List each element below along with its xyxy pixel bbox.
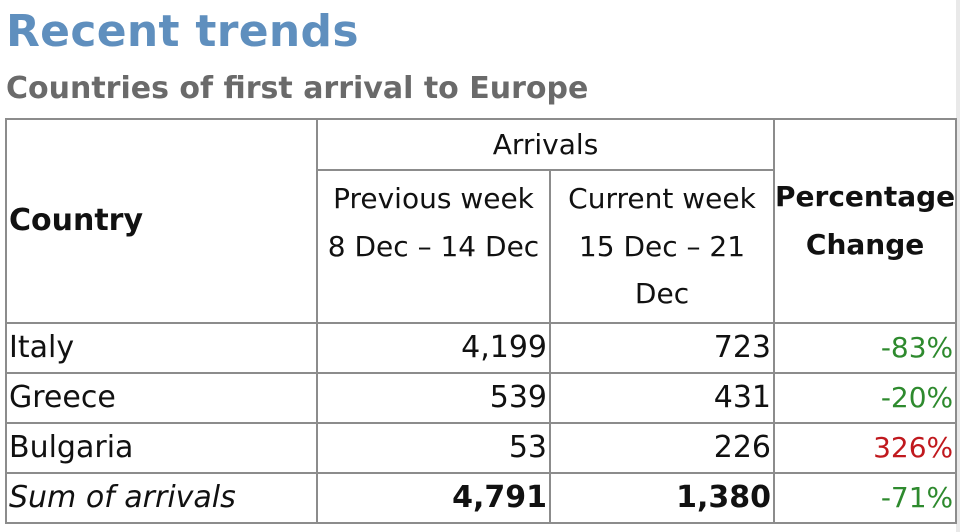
percentage-change-cell: 326% bbox=[772, 422, 958, 474]
sum-current-cell: 1,380 bbox=[549, 472, 775, 524]
previous-week-header: Previous week 8 Dec – 14 Dec bbox=[316, 169, 551, 324]
arrivals-header: Arrivals bbox=[316, 118, 775, 171]
arrivals-table: Country Arrivals Percentage Change Previ… bbox=[5, 118, 958, 524]
country-cell: Greece bbox=[5, 372, 318, 424]
previous-week-dates: 8 Dec – 14 Dec bbox=[327, 229, 540, 263]
percentage-change-cell: -20% bbox=[772, 372, 958, 424]
country-header: Country bbox=[5, 118, 318, 324]
sum-label-cell: Sum of arrivals bbox=[5, 472, 318, 524]
table-row: Greece 539 431 -20% bbox=[5, 372, 958, 424]
table-row: Bulgaria 53 226 326% bbox=[5, 422, 958, 474]
table-row: Italy 4,199 723 -83% bbox=[5, 322, 958, 374]
percentage-change-header: Percentage Change bbox=[772, 118, 958, 324]
previous-week-cell: 53 bbox=[316, 422, 551, 474]
country-cell: Italy bbox=[5, 322, 318, 374]
sum-row: Sum of arrivals 4,791 1,380 -71% bbox=[5, 472, 958, 524]
previous-week-cell: 4,199 bbox=[316, 322, 551, 374]
current-week-header: Current week 15 Dec – 21 Dec bbox=[549, 169, 775, 324]
page-subtitle: Countries of first arrival to Europe bbox=[6, 71, 589, 106]
country-cell: Bulgaria bbox=[5, 422, 318, 474]
sum-change-cell: -71% bbox=[772, 472, 958, 524]
previous-week-label: Previous week bbox=[333, 182, 534, 215]
percentage-header-line1: Percentage bbox=[775, 180, 956, 214]
percentage-change-cell: -83% bbox=[772, 322, 958, 374]
page-title: Recent trends bbox=[6, 6, 359, 57]
current-week-cell: 723 bbox=[549, 322, 775, 374]
current-week-cell: 226 bbox=[549, 422, 775, 474]
percentage-header-line2: Change bbox=[805, 228, 925, 261]
current-week-cell: 431 bbox=[549, 372, 775, 424]
window-edge bbox=[956, 0, 960, 532]
current-week-dates: 15 Dec – 21 Dec bbox=[578, 229, 746, 311]
sum-previous-cell: 4,791 bbox=[316, 472, 551, 524]
previous-week-cell: 539 bbox=[316, 372, 551, 424]
current-week-label: Current week bbox=[568, 182, 756, 215]
